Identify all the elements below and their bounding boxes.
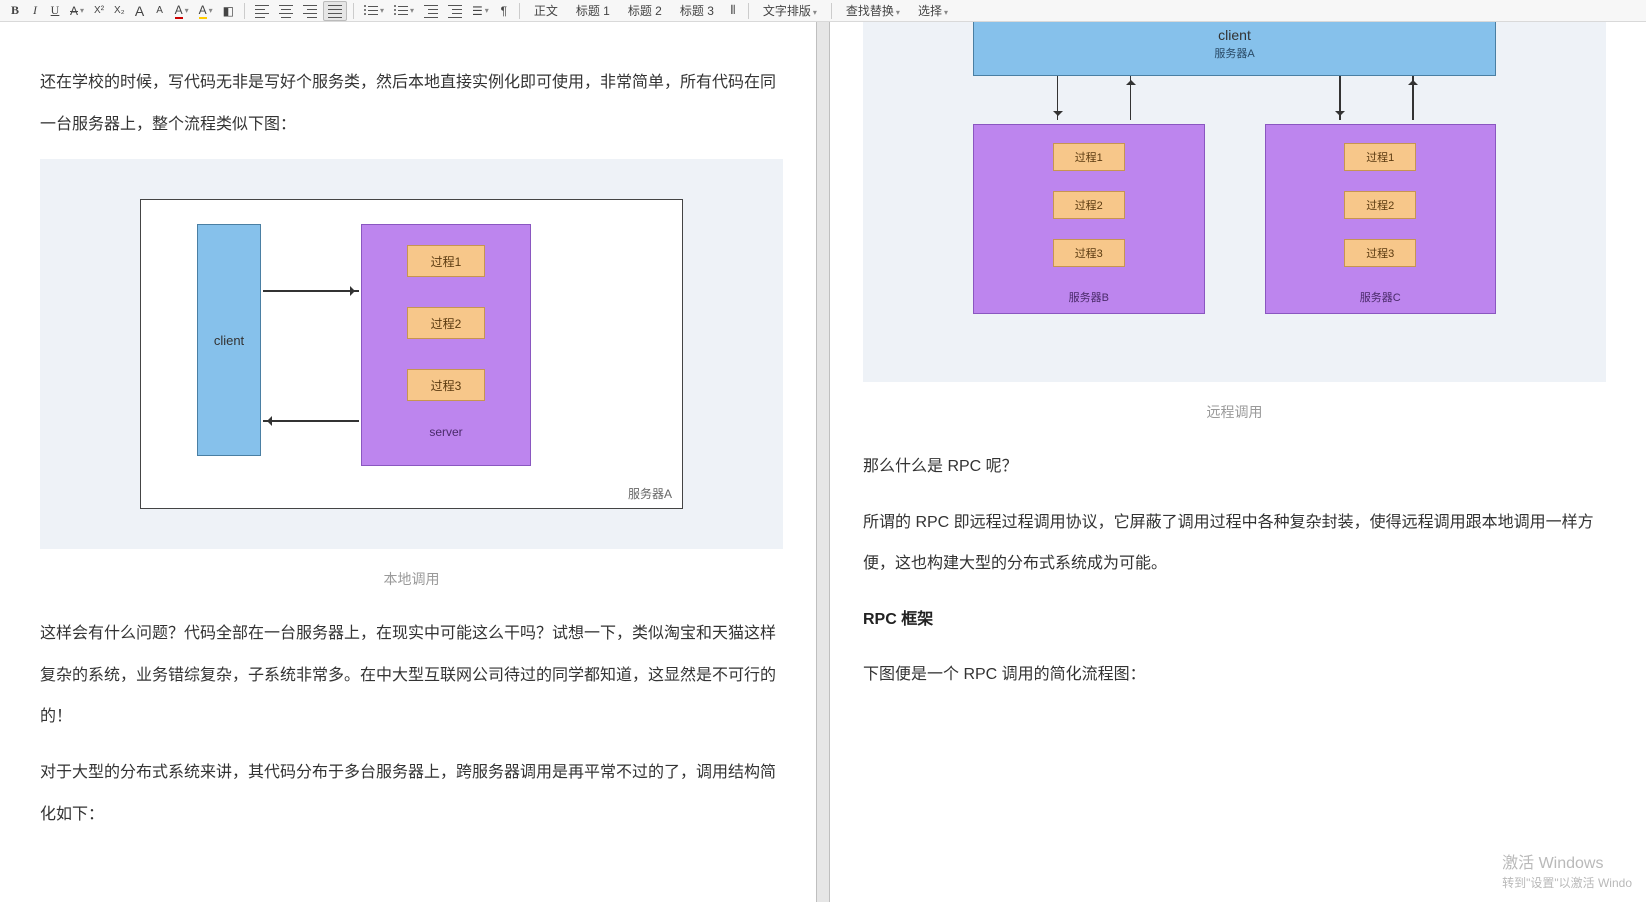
paragraph: 下图便是一个 RPC 调用的简化流程图： [863,654,1606,696]
paragraph: 那么什么是 RPC 呢？ [863,446,1606,488]
page-left: 还在学校的时候，写代码无非是写好个服务类，然后本地直接实例化即可使用，非常简单，… [0,22,823,902]
line-spacing-button[interactable]: ☰▾ [468,1,493,21]
style-heading3[interactable]: 标题 3 [672,2,722,19]
client-sub-label: 服务器A [1214,45,1254,61]
server-box: 过程1 过程2 过程3 服务器C [1265,124,1497,314]
server-box: 过程1 过程2 过程3 服务器B [973,124,1205,314]
proc-box: 过程3 [407,369,485,401]
proc-box: 过程1 [1053,143,1125,171]
find-replace-button[interactable]: 查找替换▾ [838,2,908,19]
proc-box: 过程2 [1344,191,1416,219]
server-label: server [429,425,462,439]
proc-box: 过程3 [1344,239,1416,267]
proc-box: 过程2 [1053,191,1125,219]
formatting-toolbar: B I U A▾ X² X₂ A A A▾ A▾ ◧ ▾ ▾ ☰▾ ¶ 正文 标… [0,0,1646,22]
client-box: client [197,224,261,456]
arrow-up-icon [1412,76,1414,120]
arrow-left-icon [263,420,359,422]
style-heading1[interactable]: 标题 1 [568,2,618,19]
figure-caption: 本地调用 [40,569,783,589]
subscript-button[interactable]: X₂ [110,1,129,21]
paragraph: 还在学校的时候，写代码无非是写好个服务类，然后本地直接实例化即可使用，非常简单，… [40,62,783,145]
font-increase-button[interactable]: A [131,1,149,21]
arrow-up-icon [1130,76,1132,120]
server-label: 服务器B [1069,289,1109,305]
paragraph: 对于大型的分布式系统来讲，其代码分布于多台服务器上，跨服务器调用是再平常不过的了… [40,752,783,835]
figure-caption: 远程调用 [863,402,1606,422]
proc-box: 过程3 [1053,239,1125,267]
underline-button[interactable]: U [46,1,64,21]
indent-increase-button[interactable] [444,1,466,21]
font-color-button[interactable]: A▾ [171,1,193,21]
server-a-label: 服务器A [628,485,672,502]
clear-format-button[interactable]: ◧ [219,1,238,21]
text-layout-button[interactable]: 文字排版▾ [755,2,825,19]
number-list-button[interactable]: ▾ [390,1,418,21]
arrow-group [973,76,1496,124]
proc-box: 过程1 [1344,143,1416,171]
select-button[interactable]: 选择▾ [910,2,956,19]
server-box: 过程1 过程2 过程3 server [361,224,531,466]
server-label: 服务器C [1360,289,1401,305]
strike-button[interactable]: A▾ [66,1,88,21]
proc-box: 过程1 [407,245,485,277]
page-divider [816,22,830,902]
arrow-right-icon [263,290,359,292]
align-justify-button[interactable] [323,1,347,21]
align-left-button[interactable] [251,1,273,21]
bold-button[interactable]: B [6,1,24,21]
font-decrease-button[interactable]: A [151,1,169,21]
style-more-button[interactable]: ⦀ [724,1,742,21]
page-right: client 服务器A 过程1 过程2 过程3 服务器B 过程1 过程2 [823,22,1646,902]
superscript-button[interactable]: X² [90,1,108,21]
align-center-button[interactable] [275,1,297,21]
bullet-list-button[interactable]: ▾ [360,1,388,21]
style-heading2[interactable]: 标题 2 [620,2,670,19]
indent-decrease-button[interactable] [420,1,442,21]
style-normal[interactable]: 正文 [526,2,566,19]
arrow-down-icon [1057,76,1059,120]
section-heading: RPC 框架 [863,599,1606,641]
highlight-button[interactable]: A▾ [195,1,217,21]
diagram-local-call: client 过程1 过程2 过程3 server 服务器A [40,159,783,549]
arrow-down-icon [1339,76,1341,120]
italic-button[interactable]: I [26,1,44,21]
client-label: client [1218,27,1251,43]
paragraph: 这样会有什么问题？代码全部在一台服务器上，在现实中可能这么干吗？试想一下，类似淘… [40,613,783,738]
proc-box: 过程2 [407,307,485,339]
diagram-frame: client 过程1 过程2 过程3 server 服务器A [140,199,683,509]
paragraph: 所谓的 RPC 即远程过程调用协议，它屏蔽了调用过程中各种复杂封装，使得远程调用… [863,502,1606,585]
diagram-remote-call: client 服务器A 过程1 过程2 过程3 服务器B 过程1 过程2 [863,22,1606,382]
paragraph-button[interactable]: ¶ [495,1,513,21]
client-box: client 服务器A [973,22,1496,76]
align-right-button[interactable] [299,1,321,21]
